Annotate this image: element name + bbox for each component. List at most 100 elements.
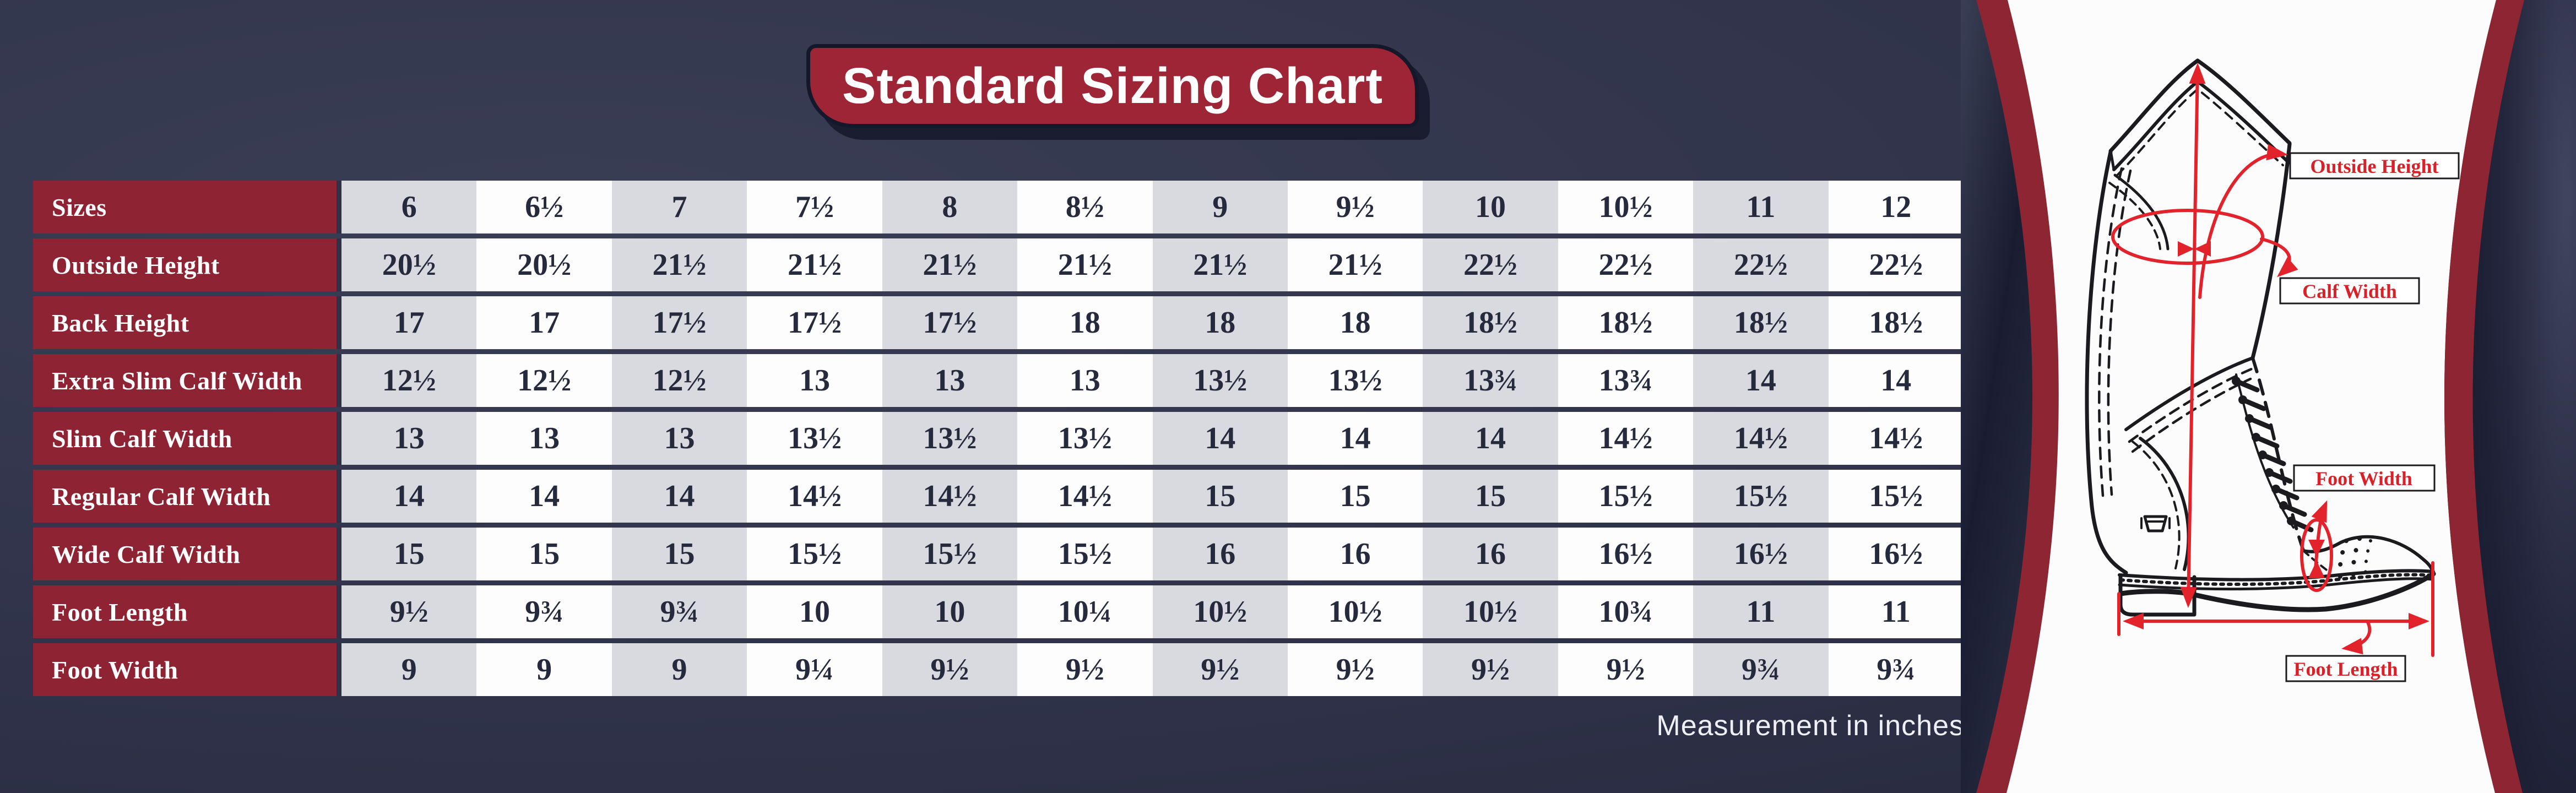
size-cell: 21½	[747, 238, 882, 291]
size-cell: 9½	[882, 643, 1018, 696]
size-cell: 10	[1423, 181, 1558, 233]
size-cell: 9	[1152, 181, 1288, 233]
units-note: Measurement in inches	[1656, 710, 1964, 742]
size-cell: 15	[341, 528, 477, 580]
row-label: Foot Width	[33, 643, 341, 696]
size-cell: 9¾	[476, 585, 612, 638]
panel-left-maroon-band	[1976, 0, 2059, 793]
calf-arrowhead-right	[2178, 241, 2194, 257]
size-cell: 9½	[1558, 643, 1694, 696]
size-cell: 17	[341, 296, 477, 349]
size-cell: 22½	[1558, 238, 1694, 291]
calf-width-label-box	[2279, 277, 2420, 305]
outside-height-pointer	[2198, 144, 2288, 299]
size-cell: 18½	[1828, 296, 1964, 349]
outside-height-label-box	[2289, 152, 2460, 180]
size-cell: 15	[476, 528, 612, 580]
size-cell: 10½	[1287, 585, 1423, 638]
size-cell: 9	[476, 643, 612, 696]
size-cell: 10	[747, 585, 882, 638]
size-cell: 13½	[1017, 412, 1153, 465]
size-cell: 16	[1423, 528, 1558, 580]
outside-height-label: Outside Height	[2310, 155, 2438, 177]
size-cell: 14	[341, 470, 477, 523]
size-cell: 14	[1287, 412, 1423, 465]
size-cell: 14	[1423, 412, 1558, 465]
size-cell: 14½	[1828, 412, 1964, 465]
sizing-table: Sizes 6 6½ 7 7½ 8 8½ 9 9½ 10 10½ 11 12 Outside Height…	[33, 181, 1964, 696]
size-cell: 13	[747, 354, 882, 407]
size-cell: 12½	[476, 354, 612, 407]
size-cell: 14	[1693, 354, 1829, 407]
size-cell: 9¾	[611, 585, 747, 638]
size-cell: 8	[882, 181, 1018, 233]
size-cell: 9½	[1287, 643, 1423, 696]
size-cell: 13¾	[1558, 354, 1694, 407]
size-cell: 14	[476, 470, 612, 523]
size-cell: 21½	[1152, 238, 1288, 291]
size-cell: 13	[341, 412, 477, 465]
size-cell: 13¾	[1423, 354, 1558, 407]
size-cell: 21½	[611, 238, 747, 291]
title-banner: Standard Sizing Chart	[806, 44, 1419, 128]
size-cell: 7½	[747, 181, 882, 233]
size-cell: 9	[611, 643, 747, 696]
size-cell: 12	[1828, 181, 1964, 233]
size-cell: 17	[476, 296, 612, 349]
size-cell: 15½	[1693, 470, 1829, 523]
table-row: Back Height 17 17 17½ 17½ 17½ 18 18 18 18½ 18½ 18½ 1…	[33, 296, 1964, 349]
row-label: Extra Slim Calf Width	[33, 354, 341, 407]
size-cell: 14½	[1693, 412, 1829, 465]
size-cell: 18½	[1423, 296, 1558, 349]
row-label: Outside Height	[33, 238, 341, 291]
outside-height-line	[2180, 63, 2206, 608]
size-cell: 12½	[341, 354, 477, 407]
size-cell: 13½	[747, 412, 882, 465]
size-cell: 17½	[611, 296, 747, 349]
calf-width-ellipse	[2111, 209, 2264, 265]
size-cell: 14½	[1017, 470, 1153, 523]
size-cell: 10¼	[1017, 585, 1153, 638]
size-cell: 15	[1423, 470, 1558, 523]
size-cell: 20½	[476, 238, 612, 291]
measurement-annotations	[2111, 63, 2434, 657]
size-cell: 16½	[1558, 528, 1694, 580]
row-label: Slim Calf Width	[33, 412, 341, 465]
size-cell: 22½	[1693, 238, 1829, 291]
size-cell: 11	[1693, 585, 1829, 638]
size-cell: 14	[1828, 354, 1964, 407]
foot-length-pointer	[2341, 621, 2372, 655]
size-cell: 16½	[1828, 528, 1964, 580]
size-cell: 13	[611, 412, 747, 465]
size-cell: 15½	[1828, 470, 1964, 523]
size-cell: 18	[1287, 296, 1423, 349]
size-cell: 18½	[1693, 296, 1829, 349]
size-cell: 10½	[1152, 585, 1288, 638]
size-cell: 14½	[882, 470, 1018, 523]
size-cell: 15½	[1017, 528, 1153, 580]
size-cell: 13	[476, 412, 612, 465]
table-row: Outside Height 20½ 20½ 21½ 21½ 21½ 21½ 21½ 21½ 22…	[33, 238, 1964, 291]
size-cell: 13½	[882, 412, 1018, 465]
size-cell: 15	[1287, 470, 1423, 523]
row-label: Sizes	[33, 181, 341, 233]
size-cell: 9¾	[1693, 643, 1829, 696]
calf-width-label: Calf Width	[2302, 280, 2397, 302]
panel-left-navy	[1961, 0, 2032, 793]
size-cell: 16	[1287, 528, 1423, 580]
size-cell: 6	[341, 181, 477, 233]
table-row: Foot Length 9½ 9¾ 9¾ 10 10 10¼ 10½ 10½ 10½ 10¾ 11 11	[33, 585, 1964, 638]
table-row: Extra Slim Calf Width 12½ 12½ 12½ 13 13 13 13½ 1…	[33, 354, 1964, 407]
size-cell: 14	[611, 470, 747, 523]
calf-width-pointer	[2260, 237, 2298, 278]
size-cell: 8½	[1017, 181, 1153, 233]
panel-white	[2006, 0, 2496, 793]
foot-width-pointer	[2311, 500, 2328, 571]
size-cell: 20½	[341, 238, 477, 291]
size-cell: 10½	[1423, 585, 1558, 638]
size-cell: 17½	[747, 296, 882, 349]
size-cell: 15	[1152, 470, 1288, 523]
size-cell: 22½	[1423, 238, 1558, 291]
size-cell: 22½	[1828, 238, 1964, 291]
size-cell: 12½	[611, 354, 747, 407]
